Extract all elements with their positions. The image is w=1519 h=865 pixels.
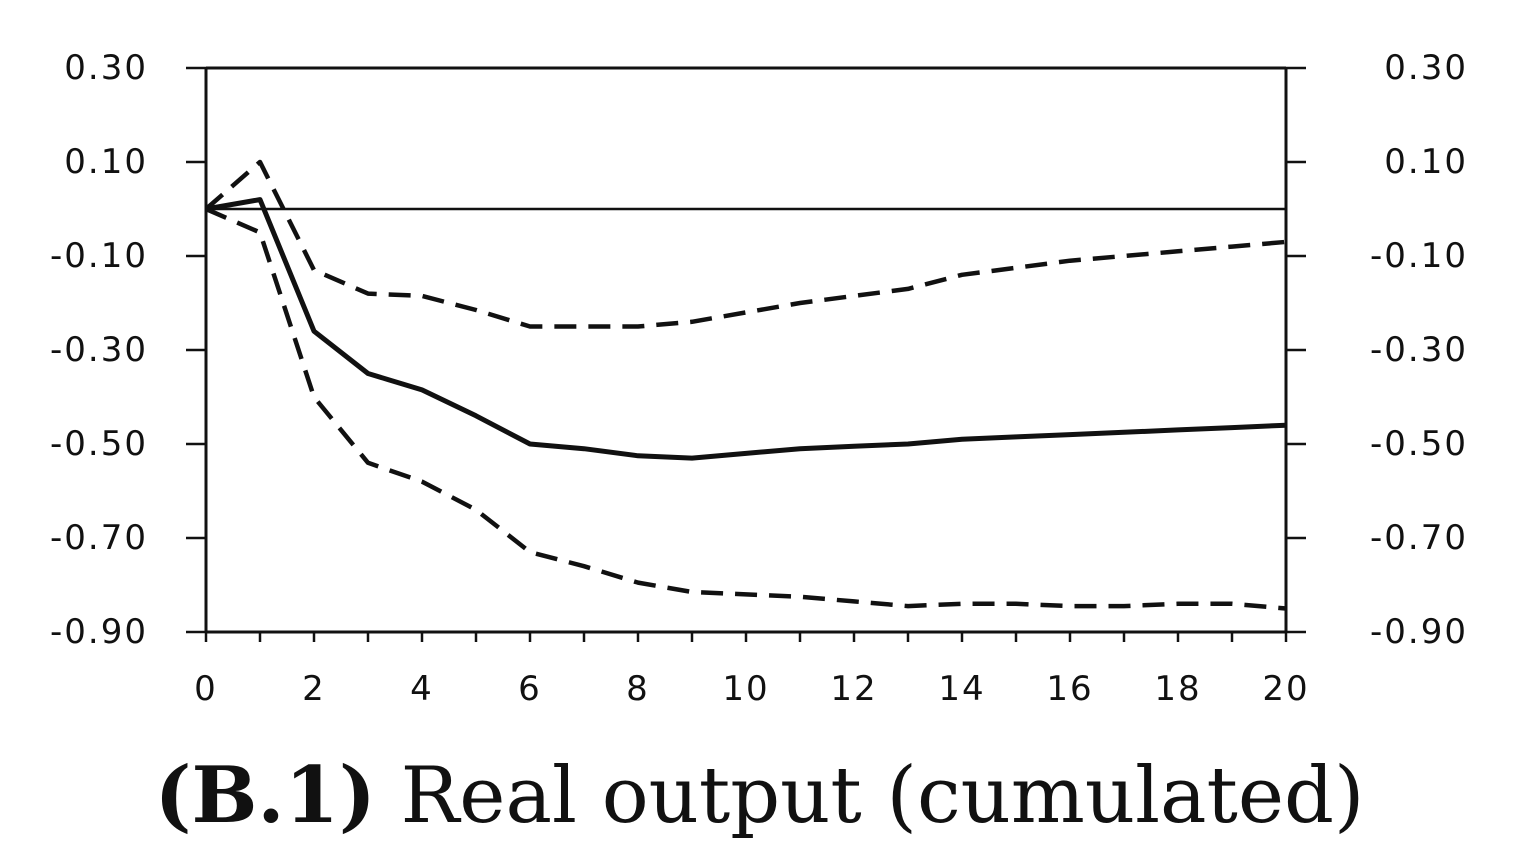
caption-prefix: (B.1) xyxy=(154,750,376,841)
chart-caption: (B.1) Real output (cumulated) xyxy=(0,750,1519,841)
y-tick-label-right: -0.90 xyxy=(1370,612,1468,652)
x-tick-label: 6 xyxy=(518,669,542,709)
caption-text: Real output (cumulated) xyxy=(400,751,1365,841)
series-lines xyxy=(204,159,1287,611)
x-tick-label: 20 xyxy=(1262,669,1309,709)
response-line xyxy=(205,197,1287,461)
y-tick-label-left: 0.10 xyxy=(64,142,148,182)
x-tick-label: 2 xyxy=(302,669,326,709)
y-tick-label-right: -0.10 xyxy=(1370,236,1468,276)
x-tick-label: 12 xyxy=(830,669,877,709)
x-tick-label: 14 xyxy=(938,669,985,709)
x-tick-label: 4 xyxy=(410,669,434,709)
confidence-band-line-2 xyxy=(205,206,1287,611)
y-tick-label-right: -0.30 xyxy=(1370,330,1468,370)
confidence-band-line-1 xyxy=(204,159,1287,329)
y-tick-label-right: -0.50 xyxy=(1370,424,1468,464)
y-tick-label-left: -0.10 xyxy=(50,236,148,276)
axes xyxy=(186,66,1306,642)
y-tick-label-right: 0.30 xyxy=(1384,48,1468,88)
x-tick-label: 8 xyxy=(626,669,650,709)
y-tick-label-right: -0.70 xyxy=(1370,518,1468,558)
x-tick-label: 0 xyxy=(194,669,218,709)
x-tick-label: 16 xyxy=(1046,669,1093,709)
y-tick-label-left: 0.30 xyxy=(64,48,148,88)
x-tick-label: 18 xyxy=(1154,669,1201,709)
tick-labels: 0.30 0.30 0.10 0.10 -0.10 -0.10 -0.30 -0.30 -0.5… xyxy=(50,48,1468,709)
y-tick-label-right: 0.10 xyxy=(1384,142,1468,182)
y-tick-label-left: -0.30 xyxy=(50,330,148,370)
y-tick-label-left: -0.50 xyxy=(50,424,148,464)
y-tick-label-left: -0.90 xyxy=(50,612,148,652)
x-tick-label: 10 xyxy=(722,669,769,709)
y-tick-label-left: -0.70 xyxy=(50,518,148,558)
